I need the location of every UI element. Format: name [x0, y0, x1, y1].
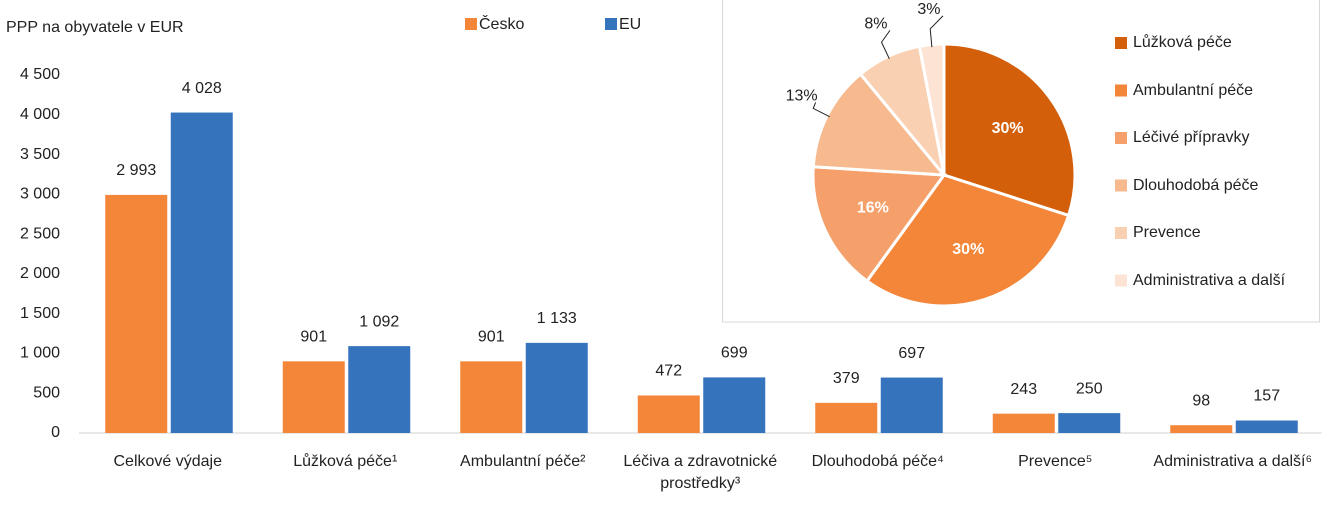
x-tick-label: Dlouhodobá péče⁴	[811, 453, 944, 470]
slice-label: 16%	[857, 200, 889, 217]
value-label: 250	[1076, 380, 1103, 397]
bar	[282, 361, 345, 433]
bar	[637, 395, 700, 433]
bar	[1170, 425, 1233, 433]
legend-swatch	[1115, 274, 1127, 287]
bar	[170, 112, 233, 433]
slice-label: 13%	[786, 88, 818, 105]
slice-label: 30%	[992, 120, 1024, 137]
legend-swatch	[1115, 37, 1127, 49]
slice-label: 3%	[917, 1, 940, 18]
bar	[992, 413, 1055, 433]
x-tick-label: Administrativa a další⁶	[1153, 453, 1313, 470]
bar	[460, 361, 523, 433]
x-tick-label: Léčiva a zdravotnické prostředky³	[623, 453, 778, 492]
bar	[1058, 413, 1121, 433]
y-tick-label: 0	[51, 424, 60, 441]
value-label: 2 993	[116, 162, 156, 179]
legend-label: Administrativa a další	[1133, 271, 1286, 289]
legend-label: EU	[619, 16, 641, 33]
value-label: 901	[300, 329, 327, 346]
slice-label: 8%	[864, 16, 887, 33]
value-label: 901	[478, 329, 505, 346]
value-label: 157	[1253, 388, 1280, 405]
x-tick-label: Prevence⁵	[1018, 453, 1093, 470]
bar	[105, 194, 168, 433]
y-tick-label: 4 500	[20, 66, 60, 83]
bar	[348, 346, 411, 433]
y-tick-label: 1 000	[20, 345, 60, 362]
y-tick-label: 3 500	[20, 146, 60, 163]
y-tick-label: 1 500	[20, 305, 60, 322]
x-tick-label: Lůžková péče¹	[293, 453, 398, 470]
legend-label: Léčivé přípravky	[1133, 129, 1250, 146]
legend-label: Prevence	[1133, 224, 1201, 241]
bar	[525, 342, 588, 433]
pie-slice	[811, 165, 947, 284]
legend-swatch	[1115, 227, 1127, 239]
value-label: 243	[1010, 381, 1037, 398]
legend-swatch	[1115, 179, 1127, 192]
y-tick-label: 4 000	[20, 106, 60, 123]
value-label: 699	[721, 345, 748, 362]
x-tick-label: Ambulantní péče²	[460, 453, 586, 470]
legend-label: Lůžková péče	[1133, 34, 1232, 51]
pie-slice	[864, 173, 1071, 308]
legend-label: Ambulantní péče	[1133, 81, 1254, 99]
legend-swatch	[465, 18, 477, 30]
bar	[815, 402, 878, 433]
value-label: 4 028	[182, 80, 222, 97]
leader-line	[929, 15, 944, 48]
legend-swatch	[605, 18, 617, 30]
value-label: 379	[833, 370, 860, 387]
x-tick-label: Celkové výdaje	[113, 453, 223, 470]
pie-slice	[942, 42, 1077, 218]
legend-label: Dlouhodobá péče	[1133, 176, 1259, 194]
axis-title: PPP na obyvatele v EUR	[6, 19, 184, 36]
y-tick-label: 2 500	[20, 225, 60, 242]
legend-label: Česko	[479, 14, 524, 33]
legend-swatch	[1115, 132, 1127, 144]
bar	[1235, 420, 1298, 433]
slice-label: 30%	[952, 241, 984, 258]
bar	[703, 377, 766, 433]
leader-line	[880, 30, 891, 60]
y-tick-label: 500	[33, 384, 60, 401]
leader-line	[812, 102, 830, 118]
value-label: 697	[898, 345, 925, 362]
y-tick-label: 2 000	[20, 265, 60, 282]
value-label: 1 133	[537, 310, 577, 327]
value-label: 1 092	[359, 313, 399, 330]
value-label: 472	[655, 363, 682, 380]
value-label: 98	[1192, 392, 1210, 409]
legend-swatch	[1115, 84, 1127, 97]
y-tick-label: 3 000	[20, 186, 60, 203]
bar	[880, 377, 943, 433]
